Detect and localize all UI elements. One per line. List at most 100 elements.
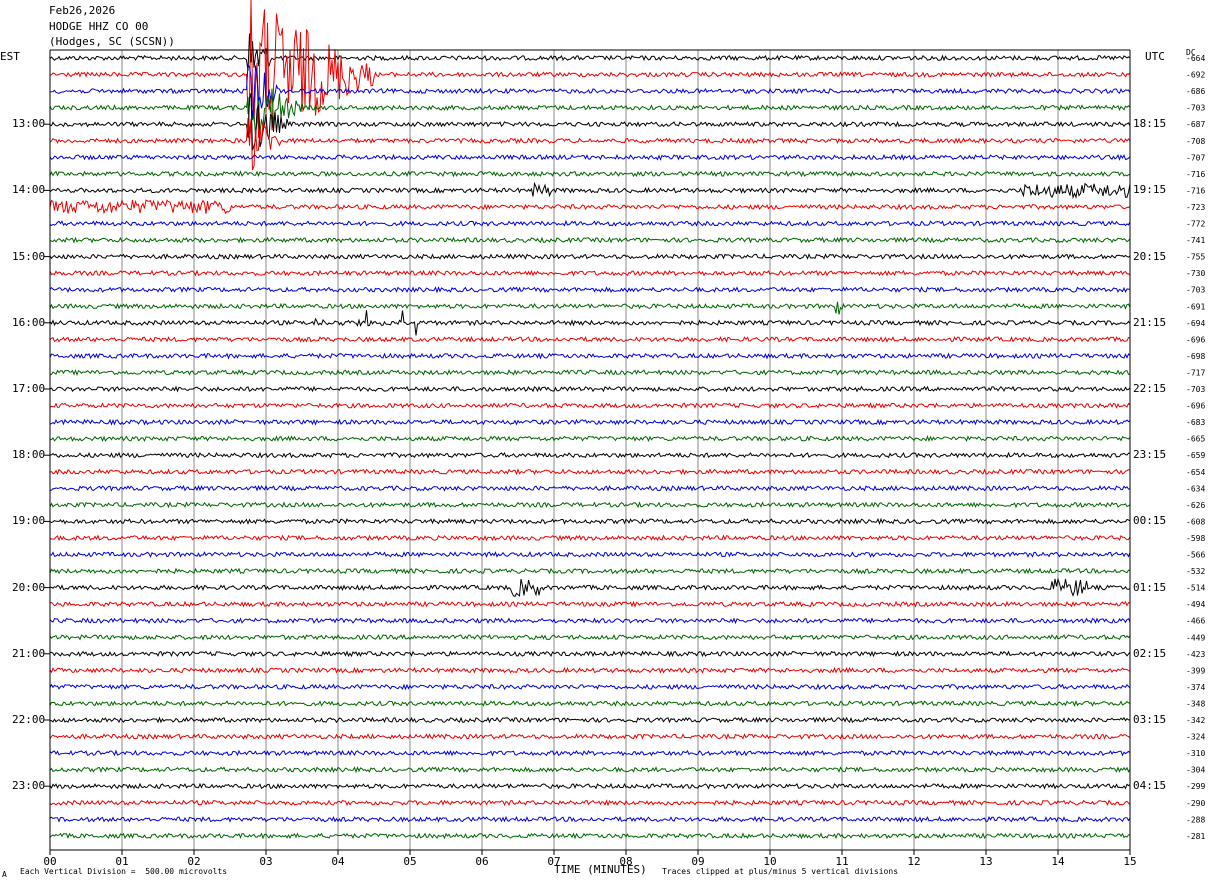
- trace-row-4: [49, 93, 1131, 151]
- trace-row-12: [49, 253, 1131, 260]
- trace-row-42: [49, 749, 1131, 757]
- trace-row-30: [49, 551, 1131, 558]
- trace-row-32: [49, 577, 1131, 598]
- dc-offset-label: -741: [1186, 236, 1205, 245]
- trace-row-2: [49, 63, 1131, 120]
- x-tick-label: 05: [403, 855, 416, 868]
- x-tick-label: 06: [475, 855, 488, 868]
- x-axis-title: TIME (MINUTES): [554, 863, 647, 876]
- x-tick-label: 08: [619, 855, 632, 868]
- trace-row-36: [49, 650, 1131, 658]
- dc-offset-label: -703: [1186, 104, 1205, 113]
- x-tick-label: 11: [835, 855, 848, 868]
- dc-offset-label: -514: [1186, 584, 1205, 593]
- est-hour-label: 23:00: [12, 779, 46, 793]
- trace-row-38: [49, 683, 1131, 691]
- dc-offset-label: -532: [1186, 567, 1205, 576]
- dc-offset-label: -665: [1186, 435, 1205, 444]
- trace-row-6: [49, 153, 1131, 161]
- corner-mark: A: [2, 870, 7, 879]
- dc-offset-label: -304: [1186, 766, 1205, 775]
- minute-grid: [121, 50, 1059, 850]
- dc-offset-label: -723: [1186, 203, 1205, 212]
- utc-hour-label: 03:15: [1133, 713, 1167, 726]
- dc-offset-label: -716: [1186, 170, 1205, 179]
- est-hour-label: 14:00: [12, 183, 46, 197]
- est-hour-label: 17:00: [12, 382, 46, 395]
- dc-offset-label: -717: [1186, 368, 1205, 377]
- dc-offset-label: -654: [1186, 468, 1205, 477]
- dc-offset-label: -423: [1186, 650, 1205, 659]
- x-tick-label: 14: [1051, 855, 1065, 868]
- dc-offset-label: -399: [1186, 666, 1205, 675]
- trace-row-34: [49, 617, 1131, 625]
- trace-row-10: [49, 219, 1131, 227]
- dc-offset-label: -691: [1186, 302, 1205, 311]
- x-tick-label: 01: [115, 855, 128, 868]
- dc-offset-label: -634: [1186, 484, 1205, 493]
- x-tick-label: 03: [259, 855, 272, 868]
- dc-offset-label: -288: [1186, 815, 1205, 824]
- dc-offset-label: -566: [1186, 551, 1205, 560]
- scale-note: Each Vertical Division = 500.00 microvol…: [20, 867, 228, 876]
- trace-row-14: [49, 286, 1131, 294]
- dc-offset-label: -449: [1186, 633, 1205, 642]
- trace-row-1: [49, 0, 1131, 138]
- trace-row-7: [49, 170, 1131, 178]
- utc-hour-label: 23:15: [1133, 448, 1167, 462]
- est-hour-label: 15:00: [12, 249, 46, 263]
- dc-offset-label: -692: [1186, 71, 1205, 80]
- dc-offset-label: -703: [1186, 286, 1205, 295]
- seismic-traces: [49, 0, 1131, 840]
- dc-offset-label: -698: [1186, 352, 1205, 361]
- dc-offset-label: -626: [1186, 501, 1205, 510]
- dc-offset-label: -707: [1186, 153, 1205, 162]
- dc-offset-label: -281: [1186, 832, 1205, 841]
- trace-row-0: [49, 33, 1131, 71]
- dc-offset-label: -299: [1186, 782, 1205, 791]
- dc-offset-label: -696: [1186, 402, 1205, 411]
- est-hour-label: 13:00: [12, 117, 46, 131]
- trace-row-46: [49, 815, 1131, 823]
- trace-row-5: [49, 117, 1131, 171]
- x-tick-label: 15: [1123, 855, 1136, 868]
- trace-row-45: [49, 799, 1131, 807]
- utc-hour-label: 19:15: [1133, 183, 1167, 197]
- dc-offset-label: -755: [1186, 253, 1205, 262]
- header-channel: HODGE HHZ CO 00: [49, 20, 149, 33]
- dc-offset-label: -494: [1186, 600, 1205, 609]
- x-tick-label: 10: [763, 855, 776, 868]
- trace-row-16: [49, 310, 1131, 336]
- trace-row-25: [49, 468, 1131, 476]
- clip-note: Traces clipped at plus/minus 5 vertical …: [662, 867, 899, 876]
- utc-label: UTC: [1145, 50, 1165, 63]
- x-tick-label: 09: [691, 855, 704, 868]
- trace-row-47: [49, 832, 1131, 840]
- dc-offset-label: -310: [1186, 749, 1205, 758]
- dc-offset-label: -342: [1186, 716, 1205, 725]
- x-tick-label: 13: [979, 855, 992, 868]
- trace-row-8: [49, 181, 1131, 200]
- est-hour-label: 21:00: [12, 646, 46, 660]
- trace-row-35: [49, 633, 1131, 641]
- dc-offset-label: -664: [1186, 54, 1205, 63]
- dc-offset-label: -696: [1186, 335, 1205, 344]
- trace-row-19: [49, 369, 1131, 377]
- est-hour-label: 18:00: [12, 448, 46, 462]
- est-label: EST: [0, 50, 20, 63]
- dc-offset-label: -466: [1186, 617, 1205, 626]
- dc-offset-label: -694: [1186, 319, 1205, 328]
- trace-row-24: [49, 451, 1131, 459]
- trace-row-27: [49, 501, 1131, 509]
- utc-hour-label: 01:15: [1133, 580, 1167, 594]
- dc-offset-label: -730: [1186, 269, 1205, 278]
- utc-hour-label: 04:15: [1133, 779, 1167, 793]
- utc-hour-label: 00:15: [1133, 514, 1167, 528]
- trace-row-3: [49, 88, 1131, 136]
- est-hour-label: 22:00: [12, 713, 46, 726]
- trace-row-9: [49, 198, 1131, 215]
- dc-offset-label: -374: [1186, 683, 1205, 692]
- trace-row-33: [49, 600, 1131, 608]
- x-tick-label: 02: [187, 855, 200, 868]
